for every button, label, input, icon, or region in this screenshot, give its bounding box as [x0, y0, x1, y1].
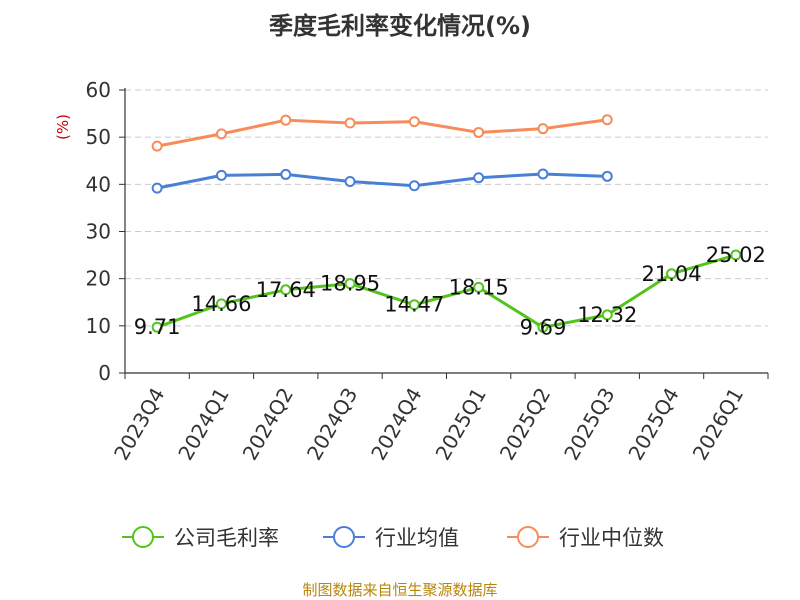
data-label: 9.71: [134, 315, 181, 339]
data-label: 17.64: [256, 278, 316, 302]
x-tick-label: 2024Q1: [173, 384, 233, 465]
data-point: [408, 180, 420, 192]
y-axis-label: (%): [54, 114, 72, 140]
data-point: [666, 268, 678, 280]
data-point: [151, 182, 163, 194]
y-tick-label: 10: [86, 314, 111, 338]
data-point: [344, 278, 356, 290]
y-tick-label: 30: [86, 220, 111, 244]
data-point: [215, 128, 227, 140]
legend-marker: [333, 526, 355, 548]
legend-label: 行业中位数: [559, 526, 664, 550]
x-tick-label: 2025Q4: [623, 384, 683, 465]
data-point: [601, 170, 613, 182]
data-point: [151, 321, 163, 333]
x-tick-label: 2024Q3: [302, 384, 362, 465]
x-tick-label: 2025Q1: [431, 384, 491, 465]
data-point: [601, 309, 613, 321]
data-point: [280, 284, 292, 296]
data-label: 21.04: [641, 262, 701, 286]
y-tick-label: 0: [98, 361, 111, 385]
data-point: [537, 321, 549, 333]
series-line: [156, 253, 737, 329]
data-point: [537, 123, 549, 135]
series-line: [156, 118, 608, 148]
data-point: [280, 168, 292, 180]
data-label: 18.15: [449, 275, 509, 299]
data-point: [473, 281, 485, 293]
data-point: [473, 126, 485, 138]
data-point: [408, 116, 420, 128]
data-point: [344, 117, 356, 129]
data-label: 14.47: [384, 293, 444, 317]
x-tick-label: 2025Q3: [559, 384, 619, 465]
y-tick-label: 50: [86, 125, 111, 149]
data-label: 25.02: [706, 243, 766, 267]
data-point: [151, 140, 163, 152]
data-point: [215, 298, 227, 310]
data-label: 9.69: [520, 315, 567, 339]
data-point: [408, 299, 420, 311]
data-label: 12.32: [577, 303, 637, 327]
data-point: [601, 114, 613, 126]
chart-title: 季度毛利率变化情况(%): [269, 12, 531, 40]
x-tick-label: 2026Q1: [688, 384, 748, 465]
x-tick-label: 2024Q2: [238, 384, 298, 465]
data-point: [730, 249, 742, 261]
x-tick-label: 2023Q4: [109, 384, 169, 465]
data-point: [280, 114, 292, 126]
legend-label: 行业均值: [375, 526, 459, 550]
data-label: 18.95: [320, 272, 380, 296]
legend-marker: [517, 526, 539, 548]
data-point: [473, 172, 485, 184]
legend-label: 公司毛利率: [174, 526, 279, 550]
y-tick-label: 60: [86, 78, 111, 102]
data-point: [537, 168, 549, 180]
source-note: 制图数据来自恒生聚源数据库: [302, 581, 498, 599]
legend-marker: [132, 526, 154, 548]
series-line: [156, 172, 608, 190]
data-point: [215, 169, 227, 181]
y-tick-label: 40: [86, 172, 111, 196]
y-tick-label: 20: [86, 267, 111, 291]
x-tick-label: 2025Q2: [495, 384, 555, 465]
data-point: [344, 176, 356, 188]
x-tick-label: 2024Q4: [366, 384, 426, 465]
data-label: 14.66: [191, 292, 251, 316]
